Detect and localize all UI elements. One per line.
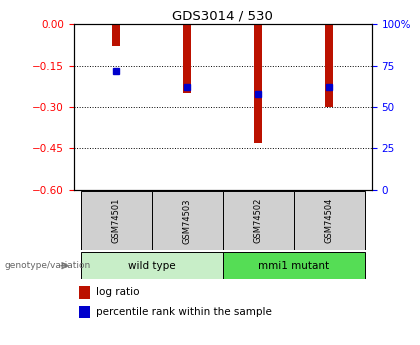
Bar [79,306,90,318]
Bar [294,191,365,250]
Bar [183,24,192,93]
Bar [223,191,294,250]
Bar [81,191,152,250]
Bar [81,252,223,279]
Bar [223,252,365,279]
Text: GSM74501: GSM74501 [112,198,121,244]
Bar [152,191,223,250]
Text: GSM74504: GSM74504 [325,198,333,244]
Text: mmi1 mutant: mmi1 mutant [258,261,329,270]
Bar [254,24,262,143]
Bar [79,286,90,298]
Text: wild type: wild type [128,261,176,270]
Bar [325,24,333,107]
Text: percentile rank within the sample: percentile rank within the sample [96,307,272,317]
Bar [112,24,121,46]
Text: log ratio: log ratio [96,287,139,297]
Text: GSM74503: GSM74503 [183,198,192,244]
Text: GSM74502: GSM74502 [254,198,262,244]
Title: GDS3014 / 530: GDS3014 / 530 [172,10,273,23]
Text: genotype/variation: genotype/variation [4,261,90,270]
